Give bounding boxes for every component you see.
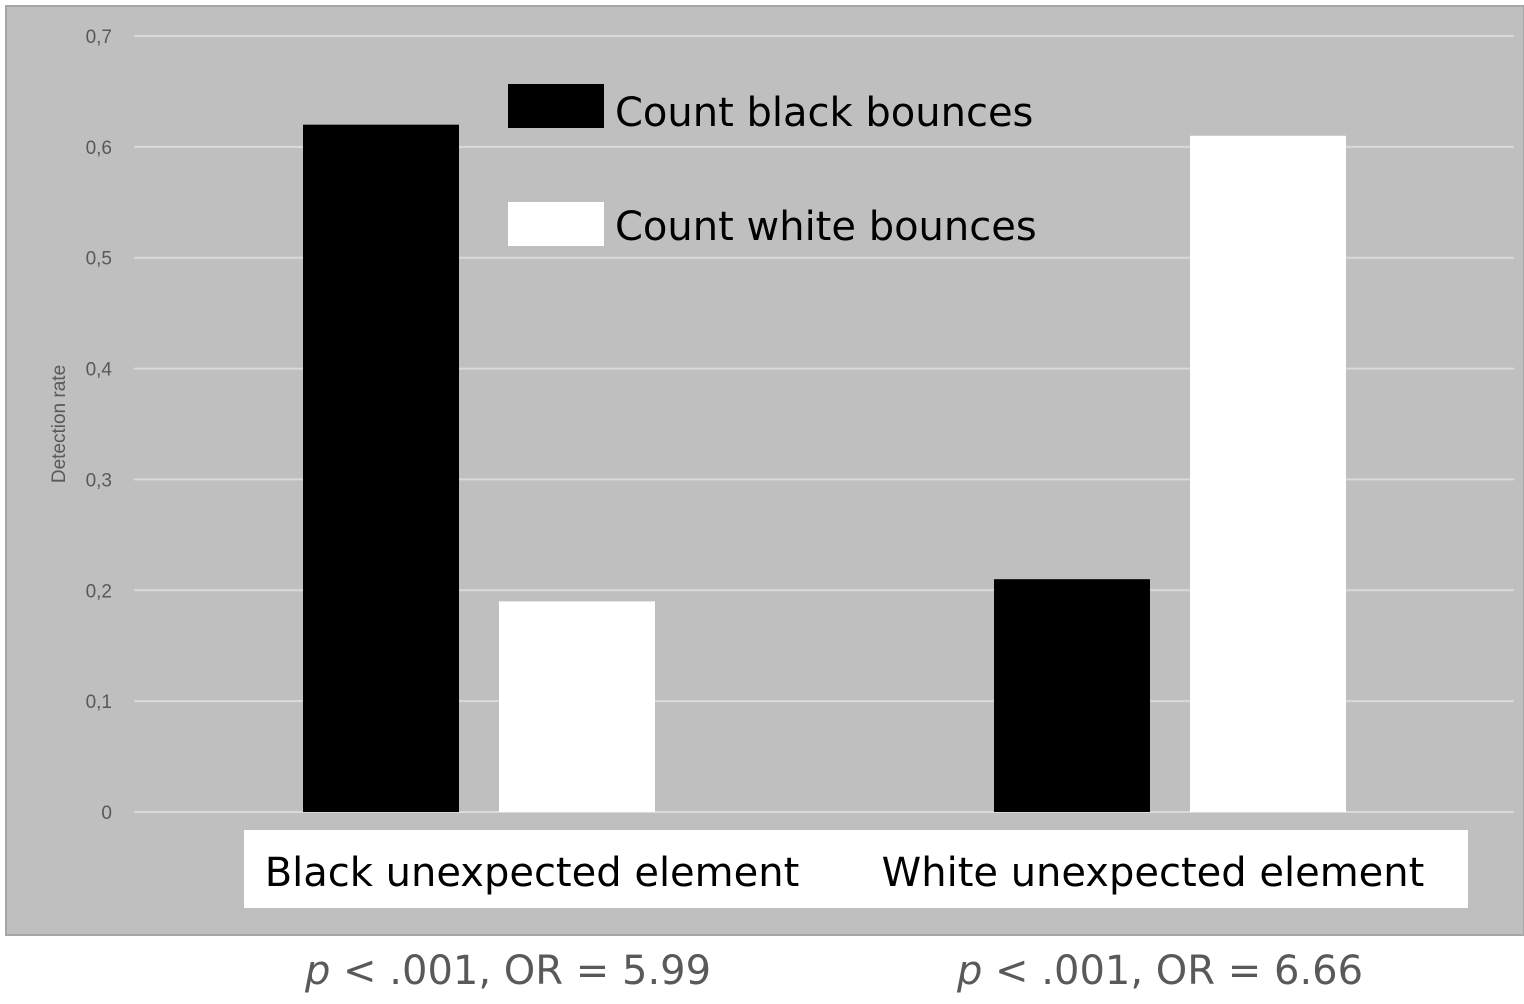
y-tick-label: 0,6 (86, 138, 112, 159)
legend: Count black bounces Count white bounces (508, 84, 1037, 250)
p-symbol: p (956, 948, 983, 994)
bar-count-white-white-element (1190, 135, 1346, 812)
y-tick-label: 0,3 (86, 470, 112, 491)
y-tick-label: 0 (101, 803, 112, 824)
category-label-black: Black unexpected element (265, 850, 800, 896)
y-tick-label: 0,1 (86, 692, 112, 713)
legend-label-black: Count black bounces (615, 90, 1033, 136)
stat-annotation-white: p < .001, OR = 6.66 (860, 948, 1460, 1004)
legend-swatch-black (508, 84, 604, 128)
y-axis-ticks: 0 0,1 0,2 0,3 0,4 0,5 0,6 0,7 (86, 27, 113, 824)
bar-count-white-black-element (499, 601, 655, 812)
category-label-white: White unexpected element (882, 850, 1425, 896)
bars (303, 124, 1346, 812)
y-tick-label: 0,5 (86, 249, 112, 270)
legend-label-white: Count white bounces (615, 204, 1037, 250)
y-tick-label: 0,2 (86, 581, 112, 602)
stat-annotation-black: p < .001, OR = 5.99 (208, 948, 808, 1004)
bar-count-black-black-element (303, 124, 459, 812)
p-symbol: p (304, 948, 331, 994)
bar-count-black-white-element (994, 579, 1150, 812)
y-axis-title: Detection rate (49, 365, 70, 483)
category-label-box (244, 830, 1468, 908)
stat-text: < .001, OR = 5.99 (330, 948, 712, 994)
y-tick-label: 0,4 (86, 360, 113, 381)
legend-swatch-white (508, 202, 604, 246)
y-tick-label: 0,7 (86, 27, 112, 48)
stat-text: < .001, OR = 6.66 (982, 948, 1364, 994)
